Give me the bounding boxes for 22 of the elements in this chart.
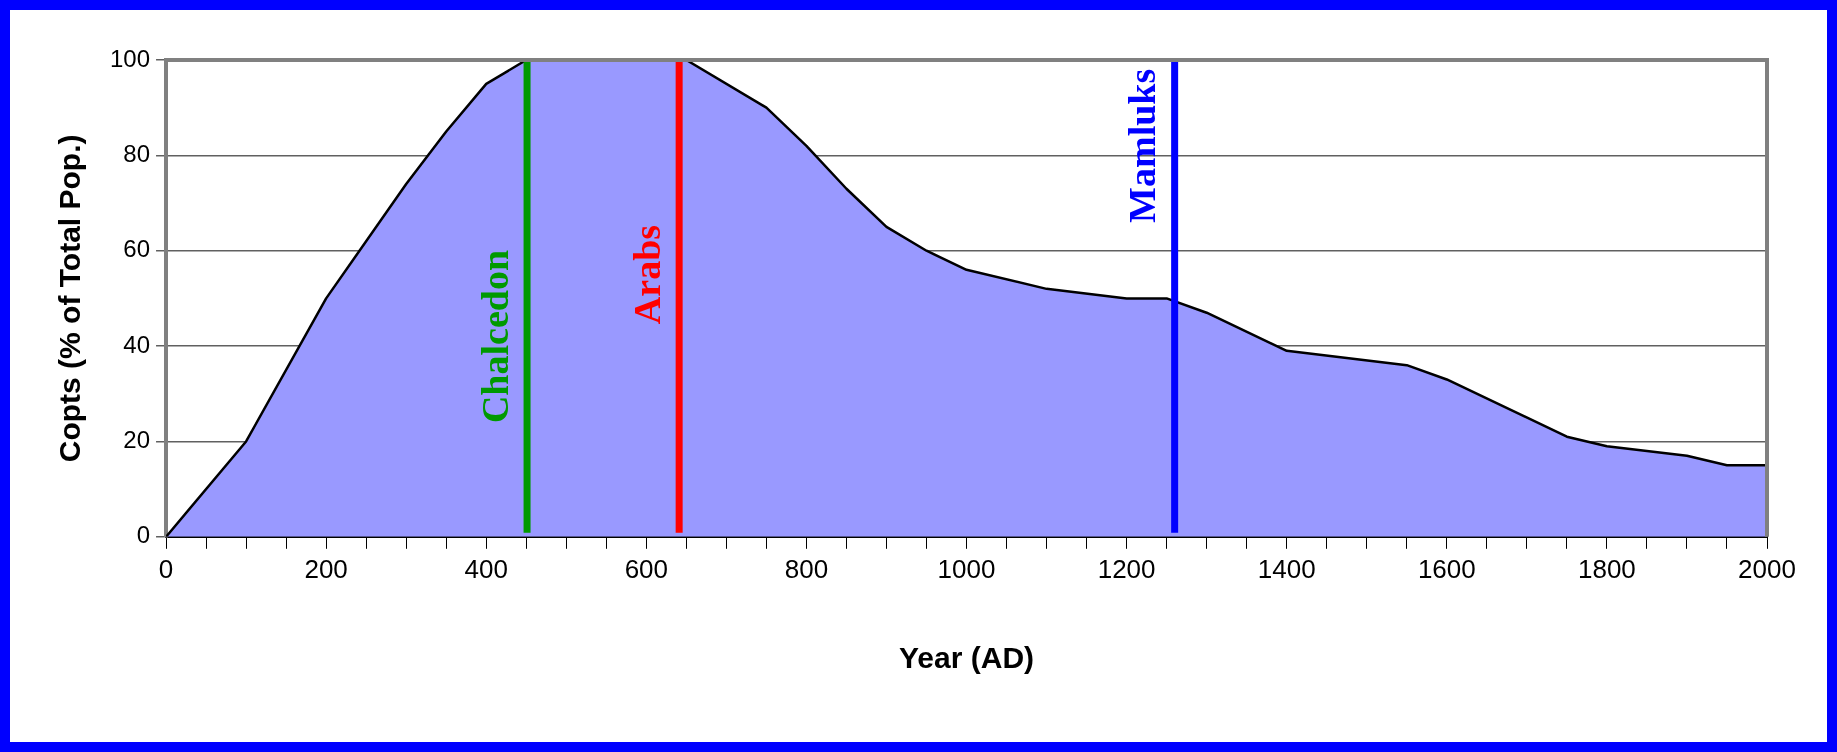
y-tick-label: 0 — [136, 521, 151, 549]
x-tick-label: 1800 — [1577, 553, 1636, 584]
ref-line-label: Chalcedon — [473, 249, 516, 424]
x-tick-label: 0 — [158, 553, 174, 584]
x-tick-label: 600 — [624, 553, 669, 584]
x-tick-label: 1200 — [1097, 553, 1156, 584]
x-tick-label: 1400 — [1257, 553, 1316, 584]
x-tick-label: 1000 — [937, 553, 996, 584]
x-tick-label: 2000 — [1738, 553, 1796, 584]
y-tick-label: 80 — [123, 139, 151, 167]
x-tick-label: 200 — [304, 553, 348, 584]
y-tick-label: 20 — [123, 426, 151, 454]
x-axis-title: Year (AD) — [899, 641, 1035, 675]
y-tick-label: 60 — [123, 235, 151, 263]
x-tick-label: 800 — [784, 553, 829, 584]
y-axis-title: Copts (% of Total Pop.) — [53, 134, 87, 463]
ref-line-label: Mamluks — [1121, 68, 1164, 223]
y-tick-label: 100 — [110, 44, 151, 72]
y-tick-label: 40 — [123, 330, 151, 358]
x-tick-label: 400 — [464, 553, 508, 584]
x-tick-label: 1600 — [1417, 553, 1476, 584]
ref-line-label: Arabs — [625, 224, 668, 325]
